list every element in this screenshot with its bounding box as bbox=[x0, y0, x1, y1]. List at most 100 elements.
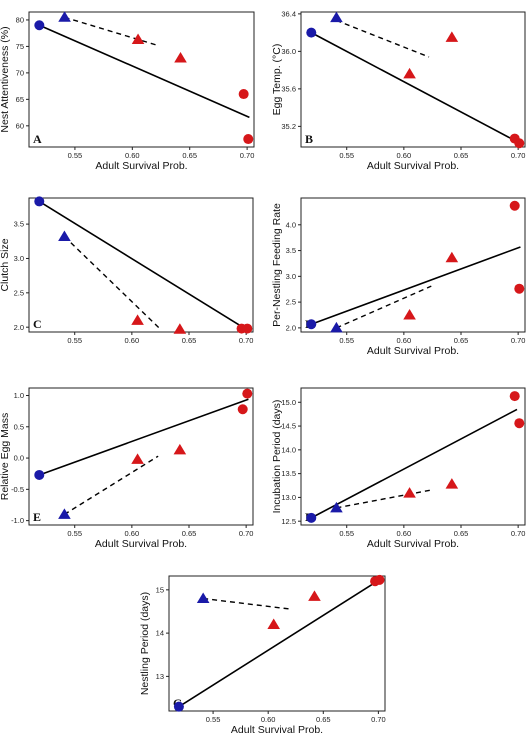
y-tick-label: 1.0 bbox=[14, 391, 24, 400]
data-point-circle bbox=[34, 20, 45, 31]
regression-line-dashed bbox=[63, 235, 161, 330]
y-tick-label: 2.0 bbox=[14, 323, 24, 332]
y-tick-label: 36.0 bbox=[281, 47, 296, 56]
x-tick-label: 0.65 bbox=[182, 151, 197, 160]
data-point-circle bbox=[242, 323, 253, 334]
regression-line-solid bbox=[310, 31, 516, 142]
data-point-triangle bbox=[131, 314, 144, 325]
regression-line-dashed bbox=[336, 19, 430, 58]
data-point-triangle bbox=[267, 618, 280, 629]
panel-a: 0.55 0.60 0.65 0.70 60 65 70 75 80 Adult Survival… bbox=[0, 11, 255, 172]
data-point-circle bbox=[306, 512, 317, 523]
y-tick-label: 75 bbox=[16, 42, 24, 51]
data-point-circle bbox=[173, 701, 184, 712]
y-tick-label: 35.2 bbox=[281, 122, 296, 131]
x-tick-label: 0.60 bbox=[397, 151, 412, 160]
regression-line-dashed bbox=[336, 489, 433, 509]
x-tick-label: 0.55 bbox=[339, 151, 354, 160]
y-tick-label: 13 bbox=[156, 672, 164, 681]
regression-line-solid bbox=[178, 580, 378, 708]
y-tick-label: 2.5 bbox=[14, 288, 24, 297]
panel-d: 0.55 0.60 0.65 0.70 2.0 2.5 3.0 3.5 4.0 Adult Sur… bbox=[271, 197, 526, 357]
data-point-triangle bbox=[131, 33, 145, 45]
panel-letter: C bbox=[33, 317, 42, 331]
y-axis-label: Clutch Size bbox=[0, 238, 11, 291]
x-tick-label: 0.70 bbox=[511, 529, 526, 538]
x-tick-label: 0.70 bbox=[511, 336, 526, 345]
x-tick-label: 0.60 bbox=[397, 529, 412, 538]
y-tick-label: 2.0 bbox=[286, 323, 296, 332]
x-tick-label: 0.55 bbox=[68, 151, 83, 160]
x-tick-label: 0.55 bbox=[67, 336, 82, 345]
x-tick-label: 0.60 bbox=[261, 715, 276, 724]
x-tick-label: 0.65 bbox=[316, 715, 331, 724]
regression-line-solid bbox=[311, 246, 521, 326]
data-point-triangle bbox=[403, 487, 416, 498]
y-tick-label: 3.5 bbox=[286, 246, 296, 255]
y-tick-label: 4.0 bbox=[286, 220, 296, 229]
plot-frame bbox=[28, 197, 254, 333]
x-tick-label: 0.70 bbox=[239, 336, 254, 345]
data-point-circle bbox=[242, 388, 253, 399]
y-tick-label: 14.5 bbox=[281, 422, 296, 431]
y-tick-label: 2.5 bbox=[286, 298, 296, 307]
y-axis-label: Per-Nestling Feeding Rate bbox=[271, 203, 283, 327]
y-tick-label: 70 bbox=[16, 68, 24, 77]
y-tick-label: 15 bbox=[156, 585, 164, 594]
data-point-triangle bbox=[196, 592, 210, 603]
data-point-triangle bbox=[173, 323, 187, 334]
y-axis-label: Relative Egg Mass bbox=[0, 413, 11, 501]
data-point-circle bbox=[34, 469, 45, 480]
panel-f: 0.55 0.60 0.65 0.70 12.5 13.0 13.5 14.0 14.5 15.0… bbox=[271, 387, 526, 550]
data-point-triangle bbox=[445, 31, 459, 42]
x-tick-label: 0.70 bbox=[239, 529, 254, 538]
x-axis-label: Adult Survival Prob. bbox=[367, 538, 459, 550]
panel-b: 0.55 0.60 0.65 0.70 35.2 35.6 36.0 36.4 Adult Su… bbox=[271, 9, 526, 172]
data-point-triangle bbox=[174, 52, 187, 63]
y-tick-label: 65 bbox=[16, 95, 24, 104]
data-point-circle bbox=[374, 574, 385, 585]
panel-e: 0.55 0.60 0.65 0.70 -1.0 -0.5 0.0 0.5 1.0 Adult S… bbox=[0, 387, 254, 550]
data-point-circle bbox=[514, 283, 525, 294]
y-tick-label: 14 bbox=[156, 629, 164, 638]
y-tick-label: 36.4 bbox=[281, 9, 296, 18]
data-point-triangle bbox=[403, 308, 416, 320]
regression-line-dashed bbox=[203, 597, 293, 611]
regression-line-solid bbox=[39, 398, 249, 476]
data-point-circle bbox=[243, 134, 254, 145]
x-tick-label: 0.60 bbox=[125, 529, 140, 538]
data-point-triangle bbox=[330, 321, 343, 333]
x-axis-label: Adult Survival Prob. bbox=[231, 724, 323, 736]
x-tick-label: 0.55 bbox=[206, 715, 221, 724]
x-tick-label: 0.65 bbox=[454, 151, 469, 160]
panel-letter: E bbox=[33, 510, 41, 524]
x-axis-label: Adult Survival Prob. bbox=[95, 160, 187, 172]
y-tick-label: 80 bbox=[16, 16, 24, 25]
x-tick-label: 0.65 bbox=[454, 529, 469, 538]
data-point-triangle bbox=[58, 11, 71, 22]
x-tick-label: 0.60 bbox=[125, 336, 140, 345]
x-tick-label: 0.70 bbox=[240, 151, 255, 160]
y-axis-label: Egg Temp. (°C) bbox=[271, 44, 283, 116]
y-tick-label: 13.5 bbox=[281, 469, 296, 478]
data-point-triangle bbox=[58, 508, 71, 519]
data-point-triangle bbox=[131, 453, 144, 464]
x-tick-label: 0.60 bbox=[125, 151, 140, 160]
y-tick-label: 3.5 bbox=[14, 220, 24, 229]
data-point-triangle bbox=[308, 590, 321, 601]
data-point-triangle bbox=[173, 443, 187, 455]
x-tick-label: 0.70 bbox=[371, 715, 386, 724]
panel-letter: B bbox=[305, 132, 313, 146]
data-point-triangle bbox=[330, 11, 343, 23]
data-point-circle bbox=[509, 391, 520, 402]
x-axis-label: Adult Survival Prob. bbox=[367, 160, 459, 172]
y-tick-label: 13.0 bbox=[281, 493, 296, 502]
data-point-triangle bbox=[58, 230, 71, 241]
data-point-triangle bbox=[445, 251, 459, 263]
x-tick-label: 0.55 bbox=[339, 336, 354, 345]
y-tick-label: 0.0 bbox=[14, 454, 24, 463]
data-point-circle bbox=[514, 138, 525, 149]
data-point-circle bbox=[509, 200, 520, 211]
y-tick-label: 60 bbox=[16, 121, 24, 130]
y-tick-label: 0.5 bbox=[14, 422, 24, 431]
